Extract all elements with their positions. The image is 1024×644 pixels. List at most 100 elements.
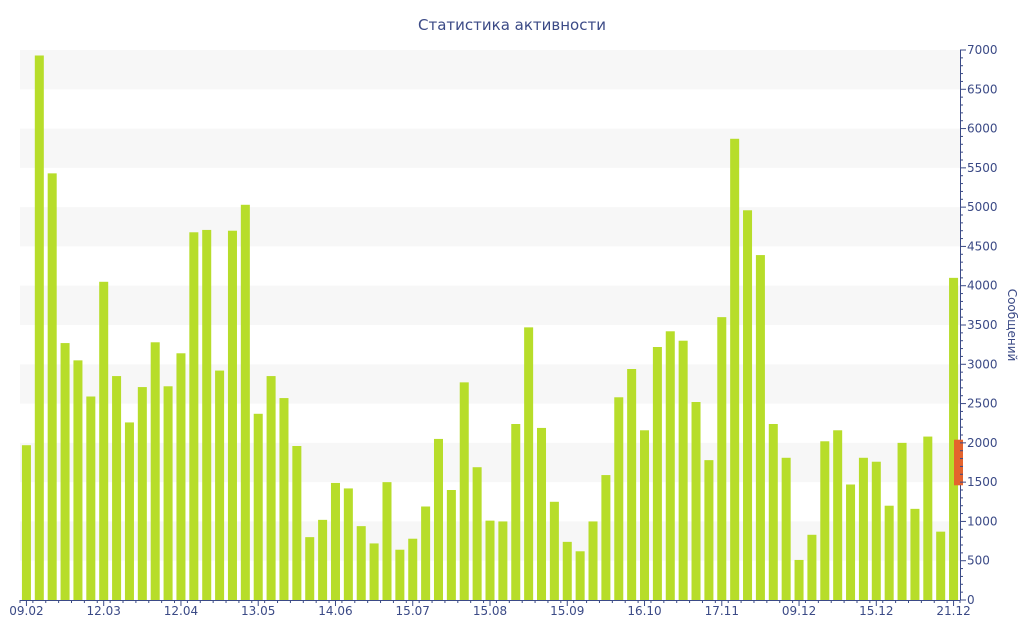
x-tick-label: 16.10 xyxy=(627,604,661,618)
bar xyxy=(60,343,70,600)
bar xyxy=(369,543,379,600)
bar xyxy=(189,232,199,601)
bar xyxy=(292,446,302,600)
grid-band xyxy=(20,128,960,168)
bar xyxy=(588,521,598,600)
y-tick-label: 5500 xyxy=(967,161,998,175)
bar xyxy=(240,204,250,601)
bar xyxy=(730,138,740,601)
bars xyxy=(21,55,959,601)
y-tick-label: 500 xyxy=(967,554,990,568)
x-tick-label: 12.04 xyxy=(164,604,198,618)
bar xyxy=(846,484,856,600)
y-tick-label: 2500 xyxy=(967,397,998,411)
bar xyxy=(150,342,160,600)
bar xyxy=(562,541,572,600)
bar xyxy=(318,519,328,600)
grid-band xyxy=(20,285,960,325)
bar xyxy=(395,549,405,600)
y-tick-label: 6500 xyxy=(967,82,998,96)
y-axis-ticks: 0 500 1000 1500 2000 2500 3000 3500 4000 4500 5000… xyxy=(960,43,998,607)
chart-title: Статистика активности xyxy=(418,16,606,34)
bar xyxy=(884,505,894,600)
bar xyxy=(253,413,263,600)
bar xyxy=(112,376,122,600)
y-tick-label: 2000 xyxy=(967,436,998,450)
bar xyxy=(459,382,469,600)
bar xyxy=(511,424,521,600)
bar xyxy=(421,506,431,600)
bar xyxy=(910,508,920,600)
bar xyxy=(614,397,624,600)
grid-band xyxy=(20,50,960,90)
x-tick-label: 13.05 xyxy=(241,604,275,618)
y-tick-label: 3500 xyxy=(967,318,998,332)
bar xyxy=(678,340,688,600)
x-tick-label: 15.07 xyxy=(396,604,430,618)
bar xyxy=(652,347,662,600)
bar xyxy=(124,422,134,600)
bar xyxy=(163,386,173,600)
bar xyxy=(279,398,289,600)
bar xyxy=(86,396,96,600)
bar xyxy=(717,317,727,600)
bar xyxy=(601,475,611,600)
bar xyxy=(549,501,559,600)
bar xyxy=(485,520,495,600)
bar xyxy=(524,327,534,600)
grid-band xyxy=(20,442,960,483)
bar xyxy=(936,531,946,600)
y-tick-label: 0 xyxy=(967,593,975,607)
bar xyxy=(34,55,44,600)
bar xyxy=(382,482,392,600)
bar xyxy=(472,467,482,600)
bar xyxy=(897,442,907,600)
y-tick-label: 6000 xyxy=(967,122,998,136)
bar xyxy=(755,255,765,601)
bar xyxy=(99,281,109,600)
bar xyxy=(665,331,675,600)
x-tick-label: 09.02 xyxy=(9,604,43,618)
bar xyxy=(215,370,225,600)
bar xyxy=(640,430,650,600)
x-tick-label: 15.09 xyxy=(550,604,584,618)
bar xyxy=(498,521,508,600)
bar xyxy=(202,229,212,600)
bar xyxy=(408,538,418,600)
y-tick-label: 4000 xyxy=(967,279,998,293)
x-axis-ticks: 09.02 12.03 12.04 13.05 14.06 15.07 15.08 15.09… xyxy=(9,600,971,618)
bar xyxy=(949,277,959,600)
bar xyxy=(446,490,456,600)
y-tick-label: 7000 xyxy=(967,43,998,57)
bar xyxy=(691,402,701,600)
grid-band xyxy=(20,364,960,404)
x-tick-label: 14.06 xyxy=(318,604,352,618)
bar xyxy=(704,460,714,600)
bar xyxy=(305,537,315,600)
y-tick-label: 3000 xyxy=(967,357,998,371)
x-tick-label: 17.11 xyxy=(705,604,739,618)
bar xyxy=(833,430,843,600)
bar xyxy=(73,360,83,600)
bar xyxy=(21,445,31,600)
bar xyxy=(47,173,57,600)
x-tick-label: 21.12 xyxy=(936,604,970,618)
bar xyxy=(537,427,547,600)
bar xyxy=(176,353,186,600)
bar xyxy=(871,461,881,600)
bar xyxy=(266,376,276,600)
bar xyxy=(807,534,817,600)
x-tick-label: 15.08 xyxy=(473,604,507,618)
bar xyxy=(858,457,868,600)
bar xyxy=(227,230,237,600)
bar xyxy=(330,482,340,600)
bar xyxy=(743,210,753,601)
y-axis-label: Сообщений xyxy=(1005,289,1019,362)
bar xyxy=(781,457,791,600)
bar xyxy=(627,369,637,600)
bar xyxy=(575,551,585,600)
y-axis-range-marker xyxy=(954,439,963,486)
bar xyxy=(343,488,353,600)
